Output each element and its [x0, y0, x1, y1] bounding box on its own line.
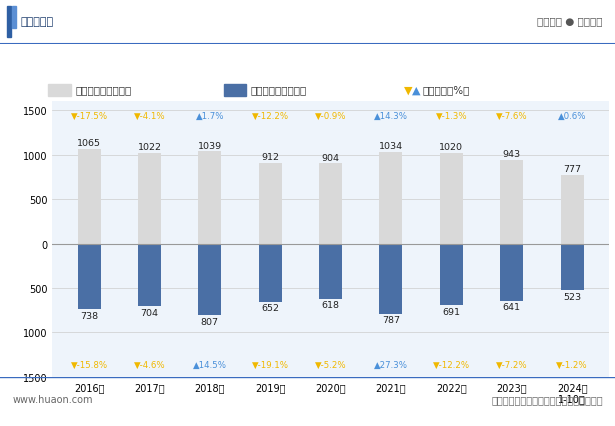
Text: ▼-7.6%: ▼-7.6% [496, 112, 528, 121]
Bar [138, 153, 161, 244]
Text: ▼-19.1%: ▼-19.1% [252, 360, 288, 369]
Text: ▲27.3%: ▲27.3% [374, 360, 408, 369]
Text: 1022: 1022 [137, 143, 161, 152]
Text: 数据来源：中国海关、华经产业研究院整理: 数据来源：中国海关、华经产业研究院整理 [491, 394, 603, 404]
Bar [224, 85, 246, 96]
Text: 912: 912 [261, 153, 279, 161]
Text: 807: 807 [201, 317, 219, 326]
Text: www.huaon.com: www.huaon.com [12, 394, 93, 404]
Text: 738: 738 [80, 311, 98, 320]
Text: 943: 943 [502, 150, 521, 159]
Bar [77, 244, 100, 309]
Bar [319, 164, 342, 244]
Bar [198, 244, 221, 316]
Text: ▼-7.2%: ▼-7.2% [496, 360, 528, 369]
Text: ▼-5.2%: ▼-5.2% [315, 360, 346, 369]
Text: 同比增速（%）: 同比增速（%） [423, 85, 470, 95]
Text: 777: 777 [563, 164, 581, 173]
Text: 691: 691 [442, 307, 460, 316]
Text: ▼-4.6%: ▼-4.6% [133, 360, 165, 369]
Text: 1034: 1034 [379, 142, 403, 151]
Text: ▼-15.8%: ▼-15.8% [71, 360, 108, 369]
Text: ▲0.6%: ▲0.6% [558, 112, 586, 121]
Text: 904: 904 [322, 153, 339, 162]
Text: 1065: 1065 [77, 139, 101, 148]
Bar [259, 244, 282, 302]
Bar [500, 161, 523, 244]
Text: ▼-1.2%: ▼-1.2% [556, 360, 588, 369]
Bar [379, 244, 402, 314]
Bar [500, 244, 523, 301]
Bar [561, 175, 584, 244]
Text: ▼-12.2%: ▼-12.2% [433, 360, 470, 369]
Text: ▼: ▼ [403, 85, 412, 95]
Text: 进口总额（亿美元）: 进口总额（亿美元） [251, 85, 307, 95]
Text: 641: 641 [502, 302, 521, 311]
Bar [7, 7, 11, 38]
Bar [198, 152, 221, 244]
Bar [561, 244, 584, 291]
Bar [379, 153, 402, 244]
Bar [48, 85, 71, 96]
Text: 704: 704 [140, 308, 159, 317]
Text: ▲14.5%: ▲14.5% [193, 360, 227, 369]
Text: 2016-2024年10月深圳经济特区外商投资企业进、出口额: 2016-2024年10月深圳经济特区外商投资企业进、出口额 [157, 53, 458, 68]
Text: 华经情报网: 华经情报网 [21, 17, 54, 26]
Text: 出口总额（亿美元）: 出口总额（亿美元） [76, 85, 132, 95]
Text: ▼-12.2%: ▼-12.2% [252, 112, 289, 121]
Text: 专业严谨 ● 客观科学: 专业严谨 ● 客观科学 [537, 17, 603, 26]
Bar [319, 244, 342, 299]
Text: ▲14.3%: ▲14.3% [374, 112, 408, 121]
Bar [259, 163, 282, 244]
Text: 652: 652 [261, 303, 279, 312]
Text: 618: 618 [322, 300, 339, 309]
Text: ▲: ▲ [412, 85, 421, 95]
Bar [12, 7, 16, 29]
Text: 787: 787 [382, 315, 400, 324]
Bar [440, 154, 463, 244]
Text: ▼-1.3%: ▼-1.3% [435, 112, 467, 121]
Bar [77, 150, 100, 244]
Text: ▲1.7%: ▲1.7% [196, 112, 224, 121]
Text: ▼-0.9%: ▼-0.9% [315, 112, 346, 121]
Bar [440, 244, 463, 305]
Text: ▼-4.1%: ▼-4.1% [133, 112, 165, 121]
Text: 1039: 1039 [198, 141, 222, 150]
Text: 1020: 1020 [439, 143, 463, 152]
Text: 523: 523 [563, 292, 581, 301]
Bar [138, 244, 161, 306]
Text: ▼-17.5%: ▼-17.5% [71, 112, 108, 121]
